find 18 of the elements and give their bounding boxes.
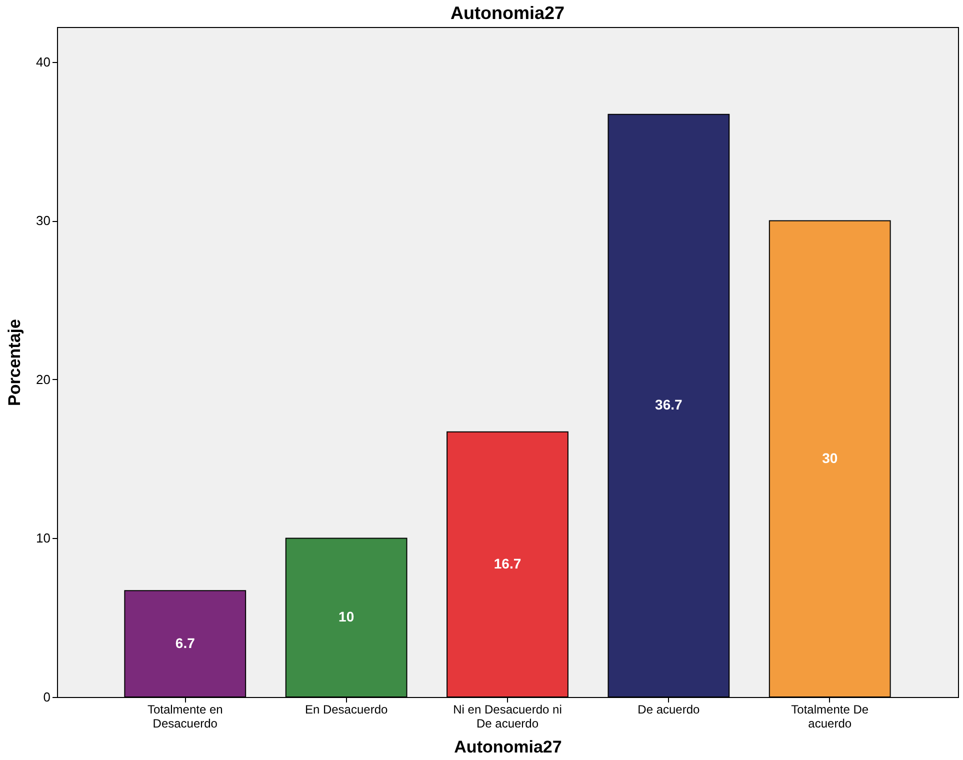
chart-title: Autonomia27	[450, 3, 565, 23]
x-axis-title: Autonomia27	[454, 738, 562, 756]
data-label: 16.7	[494, 555, 522, 572]
y-tick-label: 20	[36, 372, 50, 387]
data-label: 36.7	[655, 396, 683, 413]
data-label: 6.7	[175, 634, 196, 651]
x-tick-label: Totalmente De acuerdo	[791, 702, 869, 730]
x-tick-label: En Desacuerdo	[304, 702, 388, 716]
x-tick-label: Totalmente en Desacuerdo	[147, 702, 223, 730]
x-tick-label: De acuerdo	[638, 702, 700, 716]
y-tick-label: 10	[36, 530, 50, 546]
y-tick-label: 0	[43, 690, 50, 704]
data-label: 30	[822, 450, 838, 466]
x-tick-label: Ni en Desacuerdo ni De acuerdo	[453, 702, 562, 730]
y-axis-title: Porcentaje	[5, 319, 24, 406]
y-tick-label: 40	[36, 54, 50, 70]
data-label: 10	[338, 608, 354, 625]
y-tick-label: 30	[36, 213, 50, 228]
